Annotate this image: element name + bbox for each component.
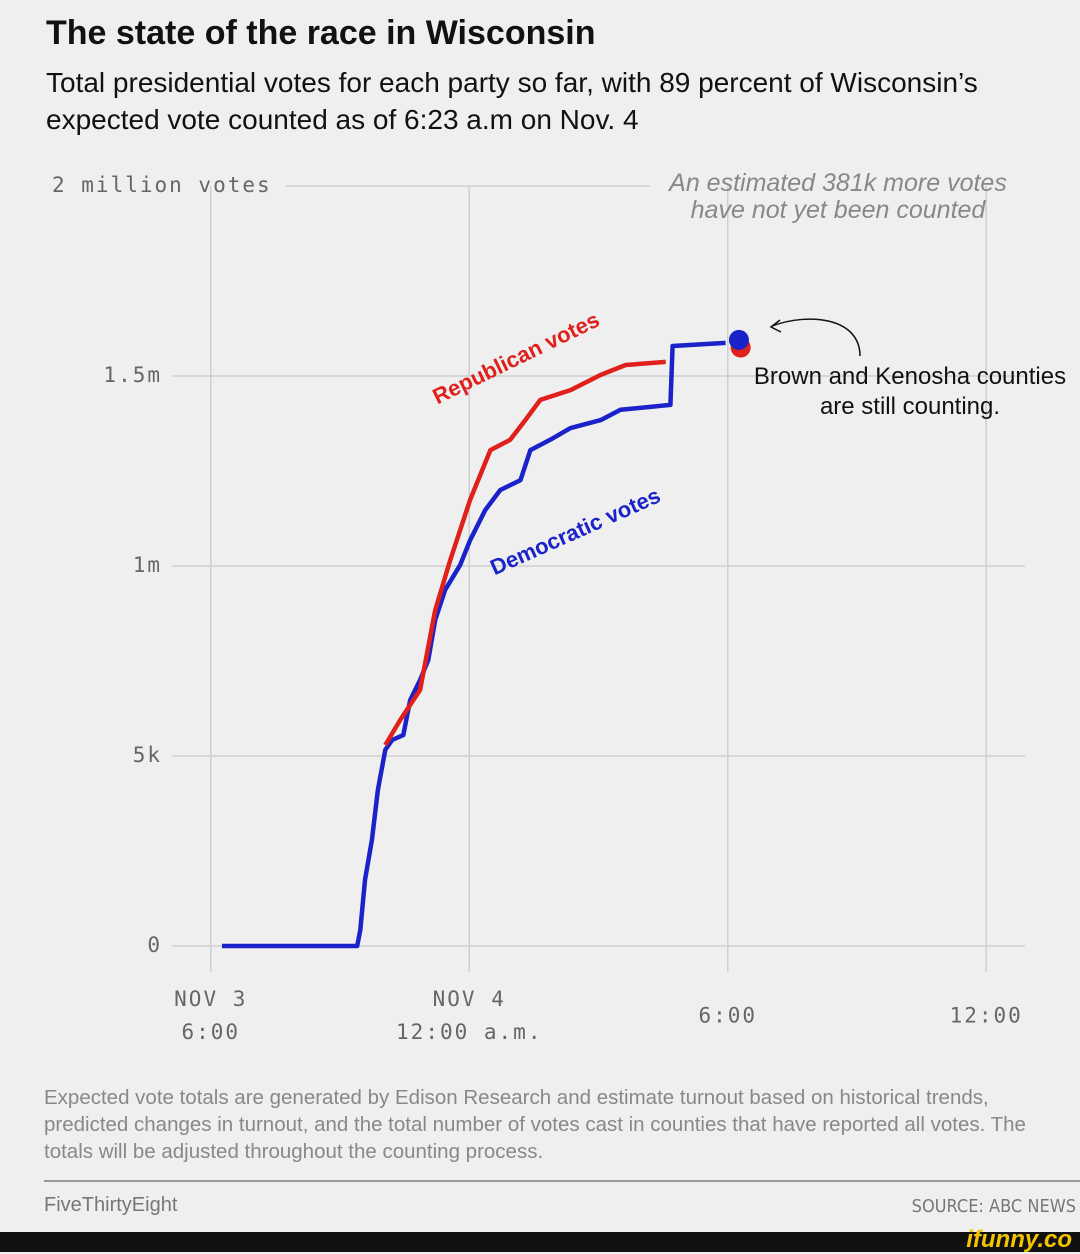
line — [383, 359, 666, 747]
annotation-arrow — [771, 318, 861, 357]
watermark-bar — [0, 1232, 1080, 1252]
divider — [44, 1180, 1080, 1182]
annotation: An estimated 381k more votes have not ye… — [669, 169, 1007, 224]
x-tick-label: NOV 4 12:00 a.m. — [396, 987, 543, 1044]
x-tick-label: NOV 3 6:00 — [174, 987, 248, 1044]
subtitle: Total presidential votes for each party … — [46, 67, 978, 135]
note: Expected vote totals are generated by Ed… — [44, 1086, 1026, 1163]
source: SOURCE: ABC NEWS — [911, 1196, 1076, 1217]
x-tick-label: 12:00 — [949, 1003, 1023, 1028]
title: The state of the race in Wisconsin — [46, 14, 596, 52]
y-tick-label: 1.5m — [103, 363, 162, 387]
watermark: ifunny.co — [966, 1226, 1072, 1253]
line — [222, 340, 726, 949]
y-tick-label: 5k — [133, 743, 162, 767]
y-tick-label: 0 — [147, 933, 162, 957]
annotation: Brown and Kenosha counties are still cou… — [753, 363, 1067, 420]
chart: 0 5k 1m 1.5m 2 million votes — [52, 173, 1025, 972]
x-tick-label: 6:00 — [698, 1003, 758, 1028]
y-tick-label: 2 million votes — [52, 173, 272, 197]
end-marker — [728, 329, 749, 350]
brand: FiveThirtyEight — [44, 1194, 178, 1216]
arrow-head — [769, 319, 782, 333]
y-tick-label: 1m — [133, 553, 162, 577]
